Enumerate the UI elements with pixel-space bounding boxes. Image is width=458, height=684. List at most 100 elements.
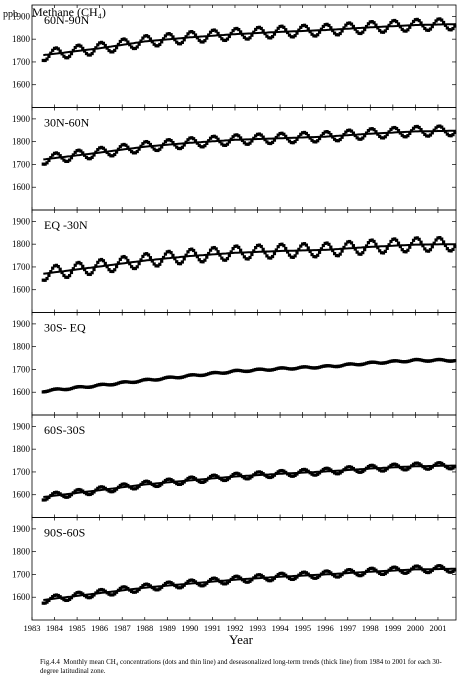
monthly-data-point (389, 463, 393, 468)
monthly-data-point (413, 461, 418, 465)
monthly-data-point (131, 590, 136, 594)
monthly-data-point (229, 250, 233, 254)
monthly-data-point (389, 566, 393, 571)
monthly-data-point (306, 246, 310, 250)
monthly-data-point (180, 145, 184, 149)
monthly-data-point (366, 465, 371, 469)
monthly-data-point (286, 250, 290, 254)
monthly-data-point (120, 255, 124, 259)
monthly-data-point (107, 152, 111, 157)
monthly-data-point (51, 492, 55, 496)
monthly-data-point (361, 251, 365, 255)
caption-fig-number: Fig.4.4 (40, 658, 60, 666)
monthly-data-point (205, 141, 209, 146)
monthly-data-point (43, 498, 47, 502)
monthly-data-point (269, 475, 273, 480)
monthly-data-point (111, 490, 115, 494)
monthly-data-point (210, 246, 215, 250)
monthly-data-point (434, 462, 438, 466)
monthly-data-point (216, 31, 220, 35)
monthly-data-point (340, 249, 344, 253)
monthly-data-point (141, 36, 145, 40)
panel-label: 60S-30S (44, 423, 85, 437)
monthly-data-point (146, 35, 151, 39)
x-tick-label: 1996 (317, 623, 334, 633)
monthly-data-point (178, 42, 183, 46)
y-tick-label: 1600 (12, 182, 31, 192)
monthly-data-point (231, 135, 235, 139)
monthly-data-point (449, 28, 453, 32)
monthly-data-point (103, 261, 107, 266)
monthly-data-point (385, 467, 389, 471)
monthly-data-point (71, 48, 75, 53)
monthly-data-point (41, 601, 45, 605)
monthly-data-point (47, 54, 51, 58)
monthly-data-point (158, 483, 162, 488)
monthly-data-point (430, 465, 434, 469)
monthly-data-point (154, 148, 158, 153)
monthly-data-point (348, 465, 352, 469)
panel-label: 90S-60S (44, 526, 85, 540)
monthly-data-point (218, 253, 222, 257)
monthly-data-point (56, 264, 60, 269)
monthly-data-point (116, 261, 121, 265)
monthly-data-point (413, 18, 418, 22)
monthly-data-point (304, 468, 308, 472)
monthly-data-point (216, 250, 220, 254)
monthly-data-point (282, 244, 286, 248)
monthly-data-point (244, 477, 248, 481)
monthly-data-point (436, 17, 440, 21)
monthly-data-point (295, 472, 299, 476)
monthly-data-point (223, 258, 228, 262)
monthly-data-point (280, 24, 284, 28)
monthly-data-point (92, 49, 96, 53)
monthly-data-point (425, 570, 429, 575)
monthly-data-point (203, 479, 207, 484)
monthly-data-point (379, 572, 384, 576)
monthly-data-point (391, 19, 395, 23)
monthly-data-point (393, 125, 397, 130)
y-tick-label: 1800 (12, 444, 31, 454)
monthly-data-point (287, 253, 292, 257)
monthly-series-line (43, 358, 455, 393)
monthly-data-point (67, 158, 72, 162)
monthly-data-point (231, 246, 235, 251)
monthly-data-point (434, 238, 438, 242)
monthly-data-point (357, 137, 361, 141)
monthly-data-point (143, 582, 147, 587)
monthly-data-point (66, 275, 70, 279)
monthly-data-point (79, 262, 83, 266)
monthly-data-point (361, 573, 365, 577)
monthly-data-point (79, 591, 83, 595)
panel-label: 30N-60N (44, 116, 90, 130)
monthly-data-point (212, 576, 216, 580)
monthly-data-point (317, 30, 322, 34)
monthly-data-point (334, 472, 339, 476)
monthly-data-point (284, 28, 288, 32)
monthly-data-point (289, 140, 293, 145)
monthly-data-point (383, 571, 387, 576)
monthly-data-point (396, 128, 401, 133)
monthly-data-point (417, 125, 421, 130)
monthly-data-point (417, 565, 421, 569)
monthly-data-point (178, 586, 183, 590)
monthly-data-point (366, 129, 371, 133)
monthly-data-point (173, 257, 177, 261)
monthly-data-point (334, 33, 339, 37)
x-tick-label: 1992 (226, 623, 243, 633)
monthly-data-point (445, 466, 449, 470)
monthly-data-point (182, 38, 186, 42)
monthly-data-point (368, 20, 372, 24)
monthly-data-point (197, 143, 201, 148)
monthly-data-point (332, 574, 337, 578)
monthly-data-point (163, 478, 168, 483)
monthly-data-point (163, 34, 168, 38)
monthly-data-point (235, 244, 239, 248)
monthly-data-point (130, 45, 134, 49)
monthly-data-point (167, 580, 171, 584)
monthly-data-point (423, 569, 427, 574)
monthly-data-point (146, 140, 151, 145)
monthly-data-point (222, 478, 226, 483)
monthly-data-point (323, 23, 327, 27)
monthly-data-point (453, 568, 457, 572)
